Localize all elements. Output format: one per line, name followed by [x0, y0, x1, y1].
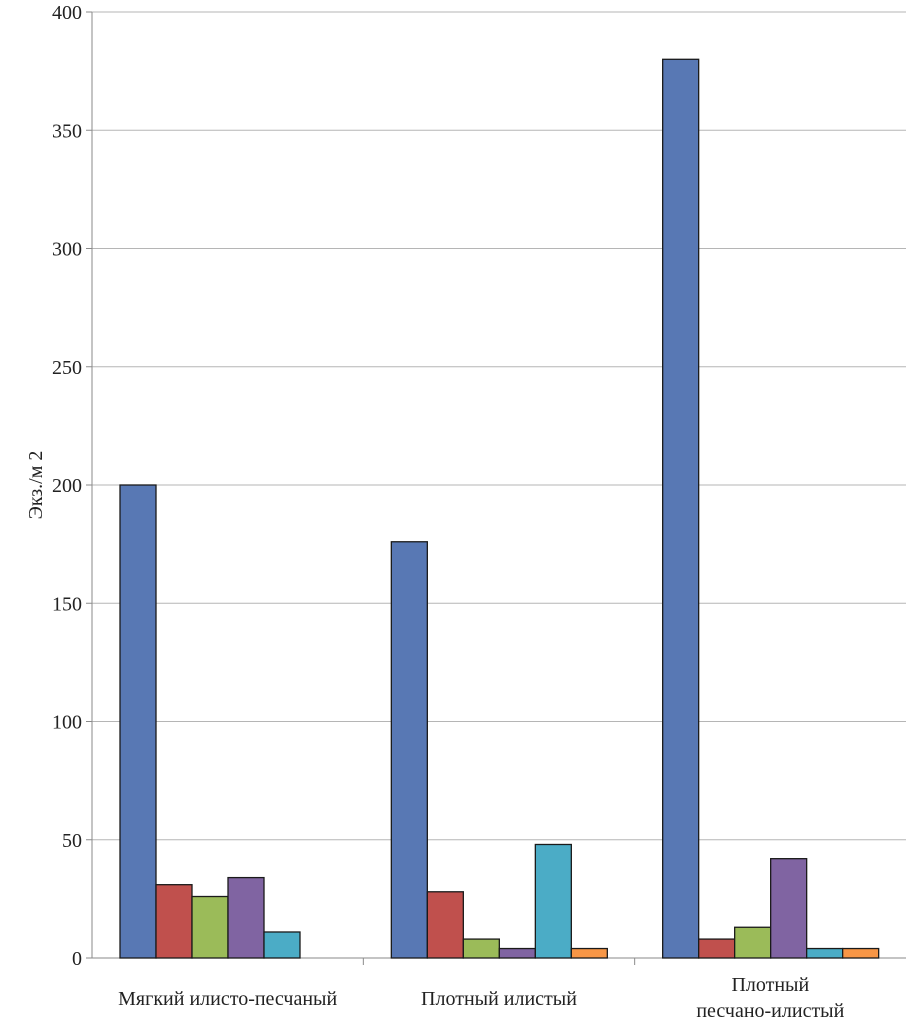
y-tick-label: 200	[52, 475, 82, 497]
bar	[426, 891, 464, 959]
y-tick-label: 350	[52, 120, 82, 142]
y-tick-label: 50	[62, 830, 82, 852]
category-label: Плотный илистый	[421, 988, 577, 1010]
gridlines	[92, 11, 906, 959]
category-label: Мягкий илисто-песчаный	[118, 988, 337, 1010]
y-tick-label: 300	[52, 239, 82, 261]
bar	[227, 876, 265, 959]
bar	[155, 884, 193, 959]
labels: 0 50 100 150 200 250 300 350 400 Мягкий илисто-пе…	[52, 2, 845, 1022]
bar	[462, 938, 500, 959]
bar	[570, 947, 608, 959]
bar	[662, 58, 700, 959]
y-tick-label: 0	[72, 948, 82, 970]
y-tick-label: 400	[52, 2, 82, 24]
bar	[698, 938, 736, 959]
y-tick-label: 100	[52, 712, 82, 734]
bar	[806, 947, 844, 959]
axes	[86, 11, 906, 965]
bar	[534, 843, 572, 959]
bar	[498, 947, 536, 959]
bar	[842, 947, 880, 959]
bar	[119, 484, 157, 959]
bar	[734, 926, 772, 959]
y-tick-label: 250	[52, 357, 82, 379]
category-label: Плотный	[731, 974, 809, 996]
category-label: песчано-илистый	[696, 1000, 844, 1022]
bars	[119, 58, 880, 959]
y-tick-label: 150	[52, 593, 82, 615]
bar	[390, 541, 428, 959]
bar	[191, 895, 229, 959]
bar	[263, 931, 301, 959]
bar	[770, 858, 808, 959]
y-axis-title: Экз./м 2	[25, 451, 47, 520]
